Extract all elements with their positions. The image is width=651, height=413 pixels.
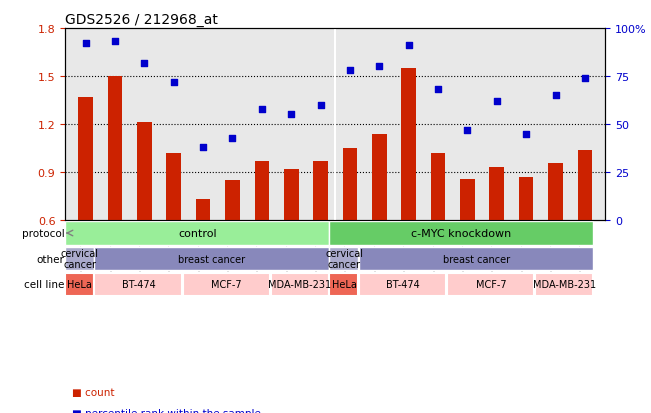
Bar bbox=[313, 161, 328, 316]
FancyBboxPatch shape bbox=[447, 273, 534, 296]
Text: MCF-7: MCF-7 bbox=[476, 280, 506, 290]
FancyBboxPatch shape bbox=[94, 247, 329, 271]
FancyBboxPatch shape bbox=[65, 273, 94, 296]
Bar bbox=[196, 200, 210, 316]
FancyBboxPatch shape bbox=[329, 222, 593, 245]
FancyBboxPatch shape bbox=[329, 273, 358, 296]
Bar bbox=[401, 69, 416, 316]
Bar bbox=[225, 181, 240, 316]
Text: cervical
cancer: cervical cancer bbox=[325, 248, 363, 270]
Text: protocol: protocol bbox=[21, 228, 64, 238]
Point bbox=[492, 98, 502, 105]
Point bbox=[345, 68, 355, 74]
FancyBboxPatch shape bbox=[65, 247, 94, 271]
Point bbox=[550, 93, 561, 99]
FancyBboxPatch shape bbox=[182, 273, 270, 296]
Point bbox=[110, 39, 120, 45]
Bar bbox=[137, 123, 152, 316]
Bar bbox=[342, 149, 357, 316]
Point bbox=[521, 131, 531, 138]
Text: control: control bbox=[178, 228, 217, 238]
Point bbox=[169, 79, 179, 86]
Bar bbox=[78, 97, 93, 316]
FancyBboxPatch shape bbox=[65, 222, 329, 245]
Point bbox=[433, 87, 443, 94]
Text: BT-474: BT-474 bbox=[386, 280, 420, 290]
Bar bbox=[519, 178, 533, 316]
Text: HeLa: HeLa bbox=[67, 280, 92, 290]
Bar bbox=[107, 77, 122, 316]
Point bbox=[374, 64, 385, 71]
Bar bbox=[284, 169, 299, 316]
Point bbox=[404, 43, 414, 50]
Text: HeLa: HeLa bbox=[331, 280, 357, 290]
Bar bbox=[548, 163, 563, 316]
Text: breast cancer: breast cancer bbox=[178, 254, 245, 264]
Point bbox=[139, 60, 150, 67]
Text: breast cancer: breast cancer bbox=[443, 254, 510, 264]
Text: BT-474: BT-474 bbox=[122, 280, 156, 290]
Bar bbox=[372, 134, 387, 316]
Text: MCF-7: MCF-7 bbox=[212, 280, 242, 290]
Text: cell line: cell line bbox=[24, 280, 64, 290]
Bar bbox=[167, 154, 181, 316]
FancyBboxPatch shape bbox=[271, 273, 329, 296]
FancyBboxPatch shape bbox=[329, 247, 358, 271]
Text: ■ count: ■ count bbox=[72, 387, 114, 397]
Text: ■ percentile rank within the sample: ■ percentile rank within the sample bbox=[72, 408, 260, 413]
Point bbox=[256, 106, 267, 113]
Text: other: other bbox=[36, 254, 64, 264]
Point bbox=[579, 76, 590, 82]
Bar bbox=[431, 154, 445, 316]
Point bbox=[198, 145, 208, 151]
FancyBboxPatch shape bbox=[535, 273, 593, 296]
Point bbox=[81, 41, 91, 47]
FancyBboxPatch shape bbox=[359, 273, 447, 296]
Point bbox=[462, 127, 473, 134]
Text: MDA-MB-231: MDA-MB-231 bbox=[268, 280, 331, 290]
Text: c-MYC knockdown: c-MYC knockdown bbox=[411, 228, 512, 238]
Text: GDS2526 / 212968_at: GDS2526 / 212968_at bbox=[65, 12, 218, 26]
Bar bbox=[255, 161, 270, 316]
Bar bbox=[490, 168, 504, 316]
FancyBboxPatch shape bbox=[94, 273, 182, 296]
Text: cervical
cancer: cervical cancer bbox=[61, 248, 99, 270]
Point bbox=[315, 102, 326, 109]
Point bbox=[286, 112, 296, 119]
Bar bbox=[460, 179, 475, 316]
Text: MDA-MB-231: MDA-MB-231 bbox=[533, 280, 596, 290]
FancyBboxPatch shape bbox=[359, 247, 593, 271]
Bar bbox=[577, 150, 592, 316]
Point bbox=[227, 135, 238, 142]
